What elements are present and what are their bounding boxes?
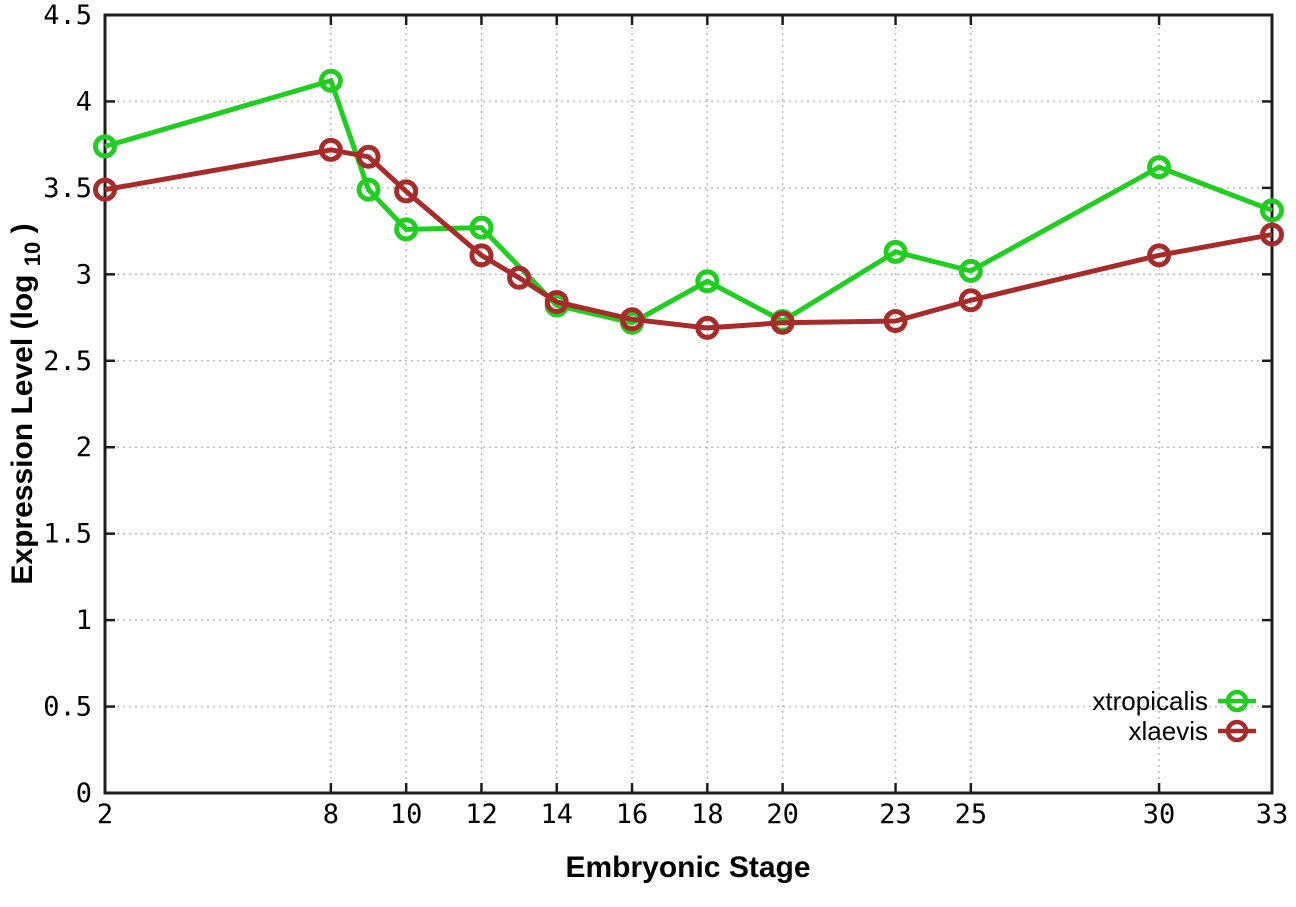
data-point-xlaevis xyxy=(544,289,569,314)
x-tick-label: 14 xyxy=(540,799,573,830)
legend-marker-xtropicalis xyxy=(1218,689,1256,713)
legend-item-xlaevis: xlaevis xyxy=(1129,716,1256,746)
x-tick-label: 25 xyxy=(955,799,988,830)
data-point-xtropicalis xyxy=(1260,198,1284,223)
y-tick-label: 2 xyxy=(76,432,92,463)
y-tick-label: 2.5 xyxy=(43,346,92,377)
x-tick-label: 33 xyxy=(1256,799,1289,830)
x-tick-label: 20 xyxy=(766,799,799,830)
y-tick-label: 4.5 xyxy=(43,0,92,31)
data-point-xtropicalis xyxy=(883,239,908,264)
data-point-xtropicalis xyxy=(394,217,419,242)
x-tick-label: 16 xyxy=(616,799,649,830)
y-tick-label: 3.5 xyxy=(43,173,92,204)
x-tick-label: 30 xyxy=(1143,799,1176,830)
legend-label-xtropicalis: xtropicalis xyxy=(1092,686,1208,716)
data-point-xlaevis xyxy=(1260,222,1284,247)
y-tick-label: 1.5 xyxy=(43,519,92,550)
x-tick-label: 2 xyxy=(97,799,113,830)
data-point-xtropicalis xyxy=(1147,155,1172,180)
data-point-xlaevis xyxy=(93,177,117,202)
y-axis-label: Expression Level (log 10 ) xyxy=(6,223,47,584)
data-point-xtropicalis xyxy=(93,134,117,159)
data-point-xlaevis xyxy=(695,315,720,340)
x-tick-label: 10 xyxy=(390,799,423,830)
y-axis-label-prefix: Expression Level (log xyxy=(6,275,39,585)
data-point-xtropicalis xyxy=(695,269,720,294)
plot-layer: 2 8 10 12 14 16 18 20 23 25 30 33 0 0.5 1 1.5 2 2.5 3 3.5 4 4… xyxy=(43,0,1288,830)
y-tick-label: 1 xyxy=(76,605,92,636)
x-axis-label: Embryonic Stage xyxy=(565,851,810,884)
y-axis-label-suffix: ) xyxy=(6,223,39,233)
legend-point-sample-xlaevis xyxy=(1225,719,1249,743)
data-point-xtropicalis xyxy=(958,258,983,283)
legend: xtropicalis xlaevis xyxy=(1092,686,1256,746)
x-tick-label: 18 xyxy=(691,799,724,830)
data-point-xlaevis xyxy=(507,265,532,290)
y-axis-label-subscript: 10 xyxy=(20,242,45,266)
data-point-xlaevis xyxy=(318,137,343,162)
plot-border xyxy=(103,13,1274,795)
legend-item-xtropicalis: xtropicalis xyxy=(1092,686,1256,716)
data-point-xlaevis xyxy=(469,243,494,268)
data-point-xlaevis xyxy=(356,144,381,169)
legend-label-xlaevis: xlaevis xyxy=(1129,716,1208,746)
data-point-xlaevis xyxy=(958,288,983,313)
data-point-xlaevis xyxy=(620,307,645,332)
data-point-xtropicalis xyxy=(356,177,381,202)
series-line-xtropicalis xyxy=(104,77,1273,326)
y-tick-label: 3 xyxy=(76,259,92,290)
series-line-xlaevis xyxy=(104,147,1273,331)
x-tick-label: 8 xyxy=(323,799,339,830)
y-tick-label: 4 xyxy=(76,86,92,117)
y-tick-label: 0.5 xyxy=(43,692,92,723)
legend-marker-xlaevis xyxy=(1218,719,1256,743)
data-point-xlaevis xyxy=(883,309,908,334)
data-point-xtropicalis xyxy=(318,68,343,93)
x-tick-label: 23 xyxy=(879,799,912,830)
x-tick-label: 12 xyxy=(465,799,498,830)
data-point-xlaevis xyxy=(770,310,795,335)
data-point-xlaevis xyxy=(1147,243,1172,268)
data-point-xlaevis xyxy=(394,179,419,204)
legend-point-sample-xtropicalis xyxy=(1225,689,1249,713)
data-point-xtropicalis xyxy=(469,215,494,240)
y-tick-label: 0 xyxy=(76,778,92,809)
